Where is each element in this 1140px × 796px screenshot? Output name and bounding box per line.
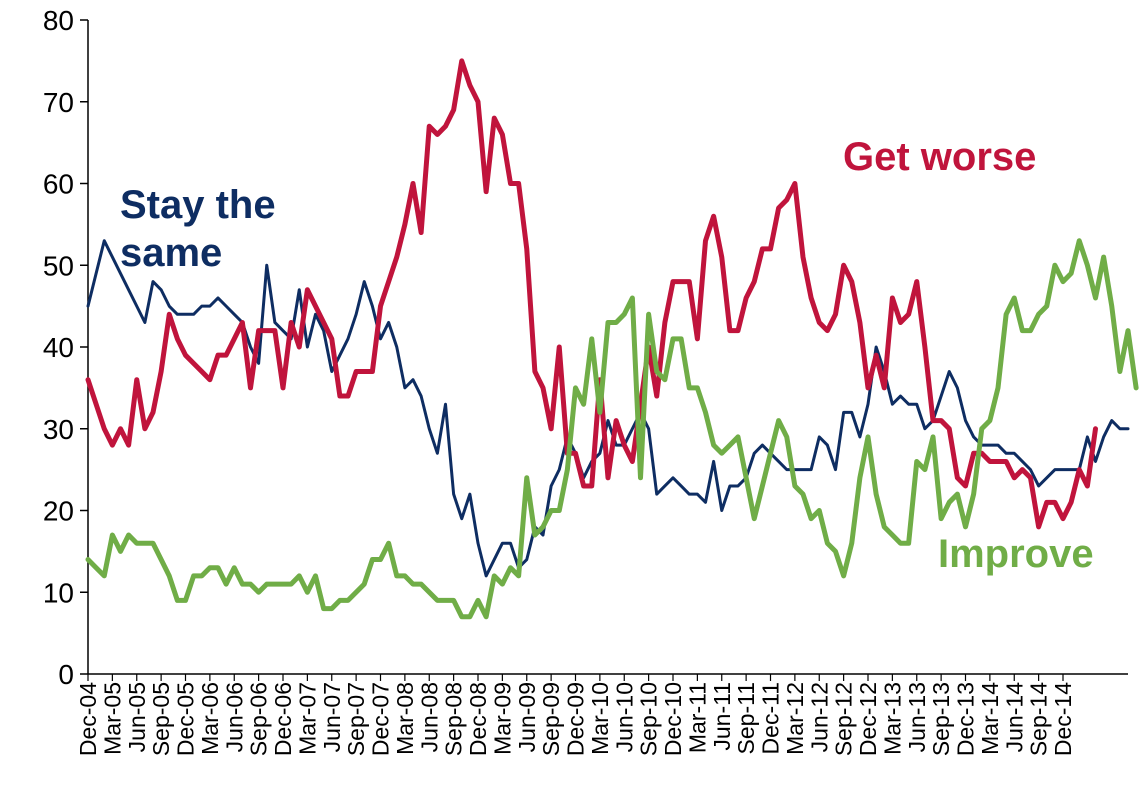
x-tick-label: Jun-06 — [221, 682, 247, 752]
x-tick-label: Sep-13 — [928, 682, 954, 756]
x-tick-label: Mar-08 — [392, 682, 418, 755]
x-tick-label: Mar-14 — [977, 682, 1003, 755]
x-tick-label: Dec-04 — [75, 682, 101, 756]
series-label-stay-the-same: same — [120, 231, 222, 275]
x-tick-label: Sep-08 — [441, 682, 467, 756]
x-tick-label: Jun-05 — [124, 682, 150, 752]
y-tick-label: 20 — [43, 496, 74, 527]
x-tick-label: Jun-12 — [806, 682, 832, 752]
x-tick-label: Dec-14 — [1050, 682, 1076, 756]
x-tick-label: Dec-13 — [953, 682, 979, 756]
x-tick-label: Sep-07 — [343, 682, 369, 756]
y-tick-label: 60 — [43, 169, 74, 200]
x-tick-label: Jun-14 — [1001, 682, 1027, 753]
x-tick-label: Dec-09 — [563, 682, 589, 756]
y-tick-label: 30 — [43, 414, 74, 445]
x-tick-label: Mar-09 — [489, 682, 515, 755]
y-tick-label: 50 — [43, 250, 74, 281]
x-tick-label: Mar-10 — [587, 682, 613, 755]
x-tick-label: Mar-07 — [294, 682, 320, 755]
series-label-get-worse: Get worse — [843, 135, 1036, 179]
x-tick-label: Jun-08 — [416, 682, 442, 752]
y-tick-label: 10 — [43, 577, 74, 608]
x-tick-label: Dec-08 — [465, 682, 491, 756]
series-label-improve: Improve — [938, 532, 1094, 576]
x-tick-label: Dec-05 — [173, 682, 199, 756]
x-tick-label: Mar-11 — [684, 682, 710, 753]
x-tick-label: Mar-06 — [197, 682, 223, 755]
x-tick-label: Sep-05 — [148, 682, 174, 756]
x-tick-label: Jun-10 — [611, 682, 637, 752]
x-tick-label: Jun-09 — [514, 682, 540, 752]
x-tick-label: Sep-10 — [636, 682, 662, 756]
x-tick-label: Mar-05 — [99, 682, 125, 755]
x-tick-label: Sep-06 — [246, 682, 272, 756]
x-tick-label: Sep-09 — [538, 682, 564, 756]
x-tick-label: Sep-11 — [733, 682, 759, 754]
y-tick-label: 0 — [58, 659, 74, 690]
x-tick-label: Jun-07 — [319, 682, 345, 752]
plot-series — [85, 58, 1139, 620]
x-tick-label: Jun-11 — [709, 682, 735, 751]
x-tick-label: Dec-10 — [660, 682, 686, 756]
x-tick-label: Dec-12 — [855, 682, 881, 756]
x-tick-label: Mar-12 — [782, 682, 808, 755]
x-tick-label: Mar-13 — [879, 682, 905, 755]
x-tick-label: Dec-06 — [270, 682, 296, 756]
y-tick-label: 80 — [43, 5, 74, 36]
x-tick-label: Jun-13 — [904, 682, 930, 752]
y-tick-label: 70 — [43, 87, 74, 118]
x-tick-label: Dec-11 — [758, 682, 784, 754]
series-label-stay-the-same: Stay the — [120, 183, 276, 227]
series-line-improve — [85, 238, 1139, 620]
x-tick-label: Sep-12 — [831, 682, 857, 756]
axes: 01020304050607080Dec-04Mar-05Jun-05Sep-0… — [43, 5, 1128, 756]
series-line-get-worse — [85, 58, 1098, 530]
y-tick-label: 40 — [43, 332, 74, 363]
x-tick-label: Sep-14 — [1026, 682, 1052, 756]
x-tick-label: Dec-07 — [368, 682, 394, 756]
series-line-stay-the-same — [86, 239, 1130, 578]
